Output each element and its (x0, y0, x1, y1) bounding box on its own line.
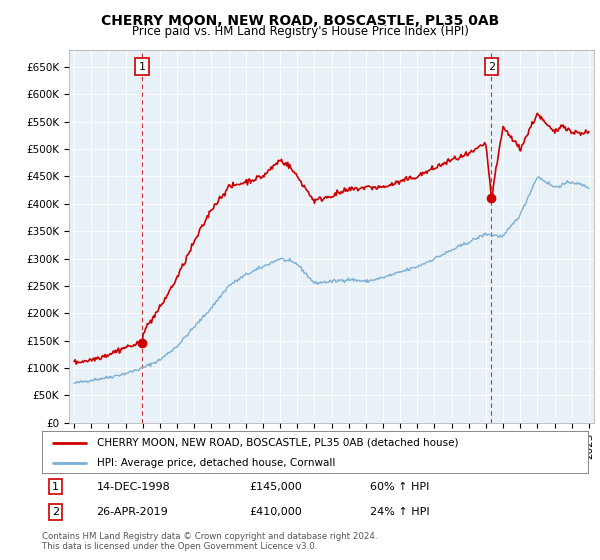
Text: 2: 2 (488, 62, 495, 72)
Text: £145,000: £145,000 (250, 482, 302, 492)
Text: 1: 1 (52, 482, 59, 492)
Text: 24% ↑ HPI: 24% ↑ HPI (370, 507, 429, 517)
Text: Price paid vs. HM Land Registry's House Price Index (HPI): Price paid vs. HM Land Registry's House … (131, 25, 469, 38)
Text: HPI: Average price, detached house, Cornwall: HPI: Average price, detached house, Corn… (97, 458, 335, 468)
Text: CHERRY MOON, NEW ROAD, BOSCASTLE, PL35 0AB (detached house): CHERRY MOON, NEW ROAD, BOSCASTLE, PL35 0… (97, 438, 458, 448)
Text: CHERRY MOON, NEW ROAD, BOSCASTLE, PL35 0AB: CHERRY MOON, NEW ROAD, BOSCASTLE, PL35 0… (101, 14, 499, 28)
Text: £410,000: £410,000 (250, 507, 302, 517)
Text: 2: 2 (52, 507, 59, 517)
Text: Contains HM Land Registry data © Crown copyright and database right 2024.
This d: Contains HM Land Registry data © Crown c… (42, 532, 377, 552)
Text: 26-APR-2019: 26-APR-2019 (97, 507, 169, 517)
Text: 60% ↑ HPI: 60% ↑ HPI (370, 482, 429, 492)
Text: 14-DEC-1998: 14-DEC-1998 (97, 482, 170, 492)
Text: 1: 1 (139, 62, 146, 72)
